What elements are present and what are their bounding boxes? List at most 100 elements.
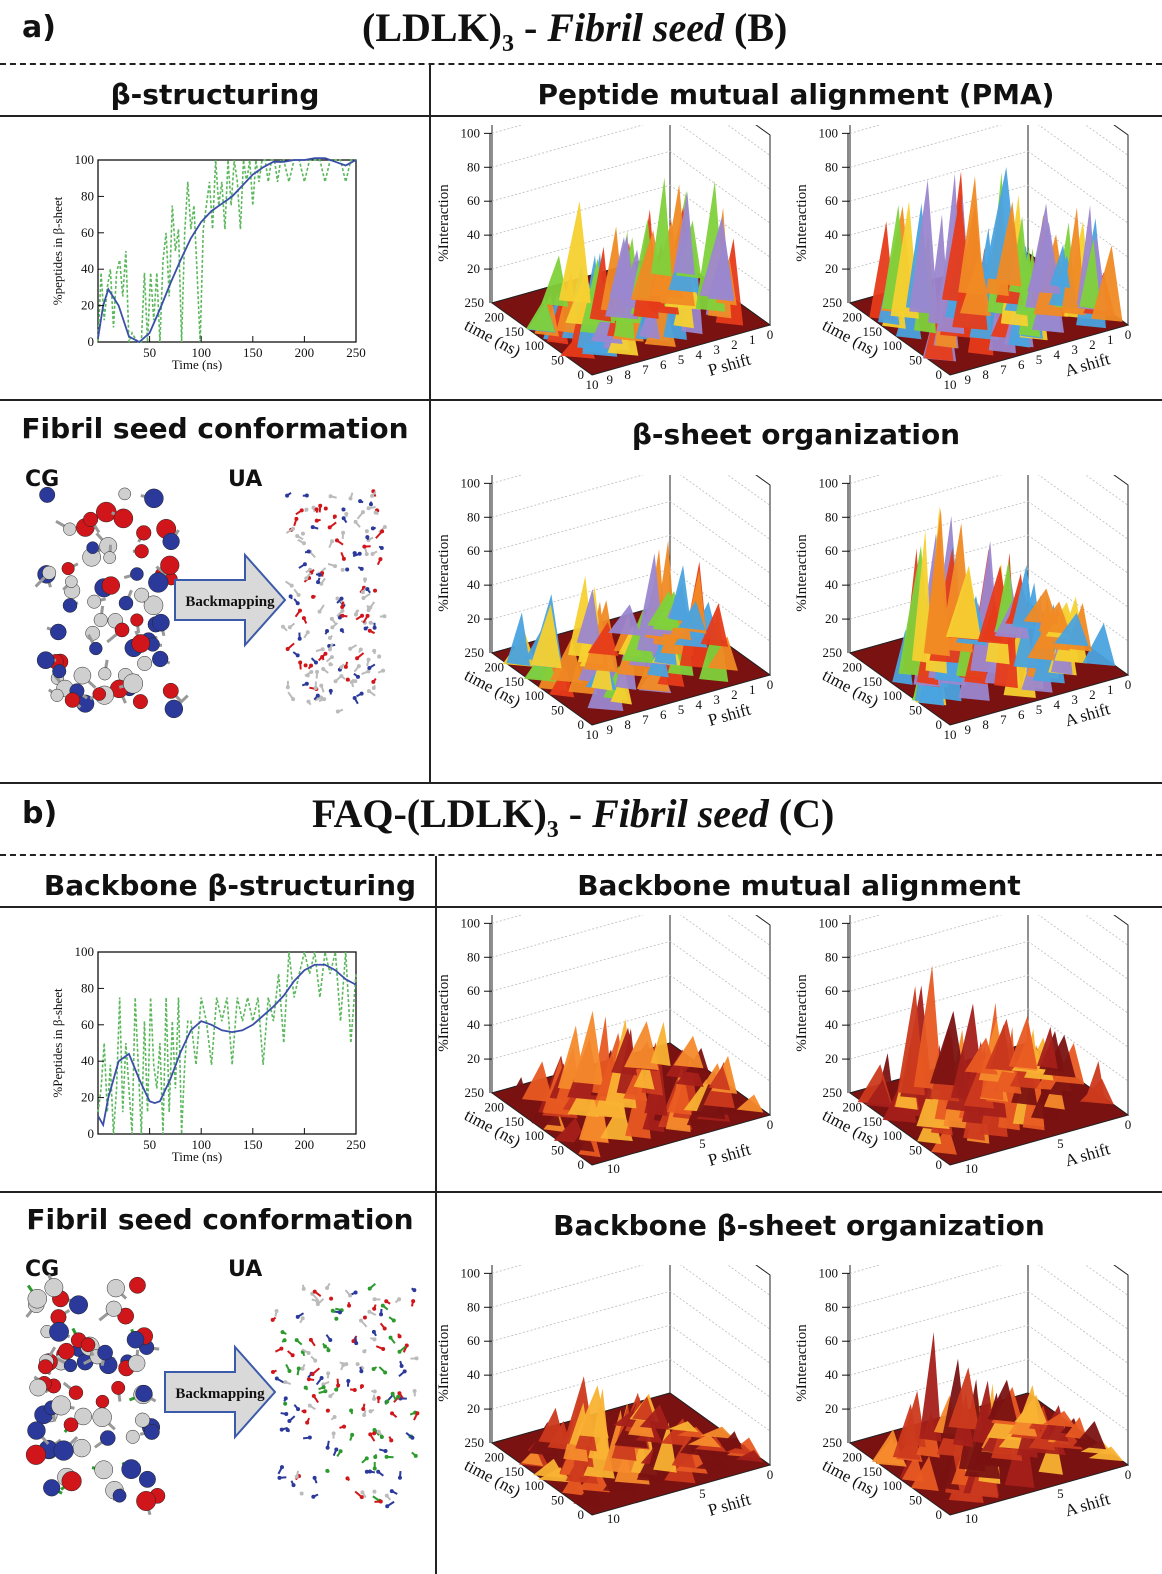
ua-atom (307, 1435, 312, 1440)
divider-header-b (0, 906, 1162, 908)
grid-line (669, 500, 771, 574)
chart-b-bma-p: 20406080100%Interaction050100150200250ti… (436, 915, 773, 1176)
time-tick-label: 50 (909, 353, 922, 368)
ua-atom (381, 668, 386, 673)
ua-atom (367, 1309, 372, 1314)
ua-atom (366, 689, 371, 694)
ua-atom (325, 1468, 330, 1473)
surface-peak (985, 1018, 1019, 1072)
x-tick-label: 50 (143, 1137, 156, 1152)
time-tick-label: 0 (936, 367, 943, 382)
ua-atom (414, 1356, 419, 1361)
ua-atom (367, 1469, 372, 1474)
cg-bead (80, 1337, 96, 1353)
shift-axis-label: P shift (706, 1490, 753, 1520)
ua-atom (313, 1358, 318, 1363)
ua-atom (291, 697, 296, 702)
surface-peak (909, 179, 938, 315)
surface-peak (506, 612, 531, 667)
cg-bead (63, 522, 77, 536)
ua-atom (361, 596, 366, 601)
surface-peak (550, 638, 584, 683)
surface-peak (633, 1058, 655, 1090)
cg-bead (152, 650, 169, 668)
molecule-illustration-b: Backmapping (25, 1274, 420, 1516)
ua-atom (363, 626, 368, 631)
grid-line (491, 1324, 671, 1376)
ua-atom (344, 1362, 349, 1367)
grid-line (849, 475, 1003, 518)
ua-atom (301, 1286, 306, 1291)
z-tick-label: 80 (825, 159, 838, 174)
shift-tick-label: 3 (713, 342, 720, 357)
surface-peak (680, 1434, 703, 1456)
x-tick-label: 150 (243, 345, 262, 360)
ua-atom (376, 1396, 381, 1401)
divider-vertical-b (435, 856, 437, 1574)
header-backbone-beta-sheet-organization: Backbone β-sheet organization (553, 1209, 1045, 1242)
time-tick-label: 250 (823, 1435, 843, 1450)
cg-bead (64, 692, 81, 708)
cg-bead (134, 544, 149, 559)
z-tick-label: 60 (825, 193, 838, 208)
ua-atom (372, 1396, 377, 1401)
cg-bead (101, 576, 120, 595)
grid-line (1027, 568, 1129, 642)
ua-atom (300, 531, 305, 536)
ua-atom (397, 1475, 402, 1480)
ua-atom (367, 628, 372, 633)
ua-atom (380, 529, 385, 534)
cg-bead (125, 1429, 140, 1444)
surface-peak (945, 565, 982, 640)
ua-atom (287, 1368, 292, 1373)
ua-atom (336, 1383, 341, 1388)
panel-b-title: FAQ-(LDLK)3 - Fibril seed (C) (312, 791, 835, 843)
ua-atom (350, 1432, 355, 1437)
ua-atom (382, 525, 387, 530)
surface-peak (700, 1426, 734, 1439)
shift-tick-label: 8 (624, 717, 631, 732)
ua-atom (372, 1466, 377, 1471)
ua-atom (411, 1299, 416, 1304)
time-tick-label: 100 (883, 1478, 903, 1493)
z-tick-label: 80 (467, 1299, 480, 1314)
z-axis-label: %Interaction (436, 534, 452, 612)
z-tick-label: 40 (825, 1367, 838, 1382)
time-tick-label: 250 (465, 1085, 485, 1100)
ua-atom (291, 526, 296, 531)
surface-peak (1049, 244, 1071, 288)
time-tick-label: 200 (843, 1099, 863, 1114)
ua-atom (410, 1435, 415, 1440)
backmapping-arrow (174, 552, 287, 648)
z-tick-label: 20 (467, 611, 480, 626)
ua-atom (297, 636, 302, 641)
grid-line (680, 1265, 771, 1330)
cg-bead (117, 1307, 135, 1325)
divider-header-a (0, 115, 1162, 117)
divider-dashed-b (0, 854, 1162, 856)
ua-atom (358, 499, 363, 504)
ua-atom (317, 572, 322, 577)
ua-atom (373, 1454, 378, 1459)
surface-peak (676, 1426, 707, 1439)
grid-line (669, 974, 771, 1048)
ua-atom (376, 1429, 381, 1434)
shift-tick-label: 8 (982, 367, 989, 382)
cg-bead (137, 655, 153, 671)
ua-atom (352, 551, 357, 556)
shift-tick-label: 0 (1125, 327, 1132, 342)
shift-tick-label: 8 (982, 717, 989, 732)
shift-tick-label: 1 (1107, 682, 1114, 697)
time-tick-label: 0 (578, 367, 585, 382)
cg-bead (121, 1459, 142, 1480)
ua-atom (296, 1407, 301, 1412)
ua-atom (274, 1376, 279, 1381)
ua-atom (301, 616, 306, 621)
ua-atom (345, 1476, 350, 1481)
surface-peak (653, 1422, 677, 1473)
cg-bead (50, 688, 64, 702)
backmapping-label: Backmapping (175, 1386, 265, 1402)
z-tick-label: 100 (819, 915, 839, 930)
cg-bead (43, 1479, 61, 1497)
z-tick-label: 60 (467, 1333, 480, 1348)
